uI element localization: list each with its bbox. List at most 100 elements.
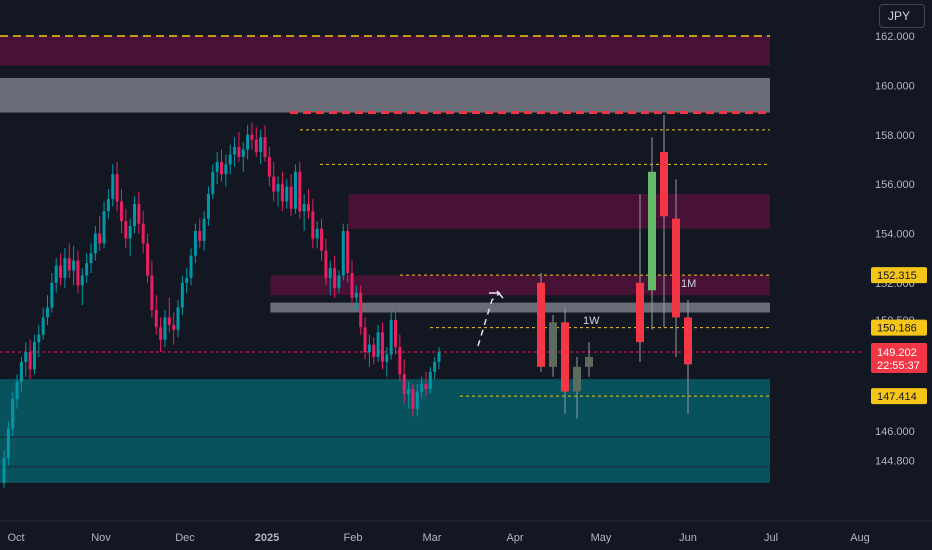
- monthly-candle-body: [660, 152, 668, 217]
- monthly-candle-body: [684, 317, 692, 365]
- daily-candle-body: [215, 161, 219, 172]
- daily-candle-body: [328, 268, 332, 278]
- price-tick-label: 156.000: [875, 179, 915, 191]
- time-tick-label: May: [591, 532, 612, 544]
- zone-supply: [348, 194, 770, 229]
- daily-candle-body: [198, 231, 202, 241]
- zone-gray: [270, 302, 770, 313]
- daily-candle-body: [11, 398, 15, 429]
- daily-candle-body: [315, 228, 319, 239]
- daily-candle-body: [115, 174, 119, 202]
- price-tag-current: 149.202: [877, 347, 917, 359]
- daily-candle-body: [46, 307, 49, 318]
- daily-candle-body: [72, 260, 76, 271]
- daily-candle-body: [146, 243, 150, 276]
- daily-candle-body: [2, 458, 6, 483]
- daily-candle-body: [41, 317, 45, 335]
- daily-candle-body: [411, 389, 415, 409]
- daily-candle-body: [359, 292, 363, 328]
- time-tick-label: Feb: [344, 532, 363, 544]
- daily-candle-body: [80, 275, 84, 286]
- time-tick-label: Oct: [7, 532, 24, 544]
- daily-candle-body: [302, 203, 306, 212]
- price-tag-support: 147.414: [877, 391, 917, 403]
- daily-candle-body: [133, 203, 136, 227]
- daily-candle-body: [150, 275, 154, 311]
- zone-layer: [0, 36, 770, 483]
- weekly-candle-body: [537, 282, 545, 367]
- daily-candle-body: [85, 263, 89, 276]
- daily-candle-body: [19, 361, 23, 382]
- price-tick-label: 146.000: [875, 426, 915, 438]
- time-tick-label: Mar: [423, 532, 442, 544]
- daily-candle-body: [93, 233, 97, 254]
- daily-candle-body: [346, 231, 350, 273]
- price-tick-label: 158.000: [875, 130, 915, 142]
- daily-candle-body: [402, 374, 406, 394]
- daily-candle-body: [37, 334, 41, 343]
- daily-candle-body: [137, 203, 141, 224]
- monthly-candle-layer: [636, 115, 692, 414]
- label-1w: 1W: [583, 315, 600, 327]
- daily-candle-body: [98, 233, 102, 244]
- daily-candle-body: [350, 273, 354, 298]
- daily-candle-body: [206, 194, 210, 219]
- daily-candle-body: [398, 347, 402, 375]
- price-tick-label: 154.000: [875, 229, 915, 241]
- daily-candle-body: [6, 428, 10, 459]
- monthly-candle-body: [636, 282, 644, 343]
- daily-candle-body: [124, 221, 128, 239]
- daily-candle-body: [311, 211, 315, 239]
- daily-candle-body: [76, 260, 80, 286]
- daily-candle-body: [119, 201, 123, 222]
- daily-candle-body: [267, 156, 271, 177]
- projection-arrow: [489, 290, 504, 299]
- zone-demand: [0, 379, 770, 404]
- daily-candle-body: [263, 137, 267, 157]
- daily-candle-body: [167, 317, 171, 325]
- daily-candle-body: [320, 228, 324, 251]
- time-axis[interactable]: Oct Nov Dec 2025 Feb Mar Apr May Jun Jul Aug: [0, 520, 932, 544]
- projection-path: [477, 292, 501, 347]
- time-tick-label: Dec: [175, 532, 195, 544]
- daily-candle-body: [385, 354, 389, 362]
- daily-candle-body: [363, 327, 367, 352]
- label-1m: 1M: [681, 278, 696, 290]
- price-tag-level-bg: [871, 319, 927, 336]
- daily-candle-body: [259, 137, 263, 153]
- daily-candle-body: [141, 223, 145, 244]
- daily-candle-body: [272, 176, 276, 192]
- daily-candle-body: [54, 265, 58, 283]
- price-tag-countdown: 22:55:37: [877, 360, 920, 372]
- time-tick-label: Jul: [764, 532, 778, 544]
- daily-candle-body: [415, 391, 419, 409]
- daily-candle-body: [159, 327, 163, 340]
- daily-candle-body: [24, 352, 28, 362]
- daily-candle-body: [407, 389, 411, 394]
- price-tag-resistance-bg: [871, 267, 927, 284]
- daily-candle-body: [394, 319, 397, 348]
- monthly-candle-body: [648, 171, 656, 291]
- daily-candle-body: [341, 231, 345, 276]
- time-tick-label: Nov: [91, 532, 111, 544]
- daily-candle-body: [376, 332, 380, 357]
- daily-candle-body: [424, 384, 428, 390]
- daily-candle-body: [241, 149, 245, 157]
- daily-candle-layer: [2, 122, 441, 488]
- daily-candle-body: [354, 292, 358, 298]
- daily-candle-body: [280, 184, 284, 202]
- weekly-candle-body: [585, 356, 593, 367]
- weekly-candle-body: [561, 322, 569, 392]
- daily-candle-body: [211, 171, 215, 194]
- daily-candle-body: [254, 139, 258, 153]
- daily-candle-body: [106, 198, 110, 212]
- level-line-layer: [0, 35, 862, 397]
- daily-candle-body: [67, 258, 71, 271]
- daily-candle-body: [276, 184, 280, 192]
- time-tick-label: Aug: [850, 532, 870, 544]
- daily-candle-body: [220, 161, 223, 175]
- currency-button[interactable]: JPY: [879, 4, 925, 28]
